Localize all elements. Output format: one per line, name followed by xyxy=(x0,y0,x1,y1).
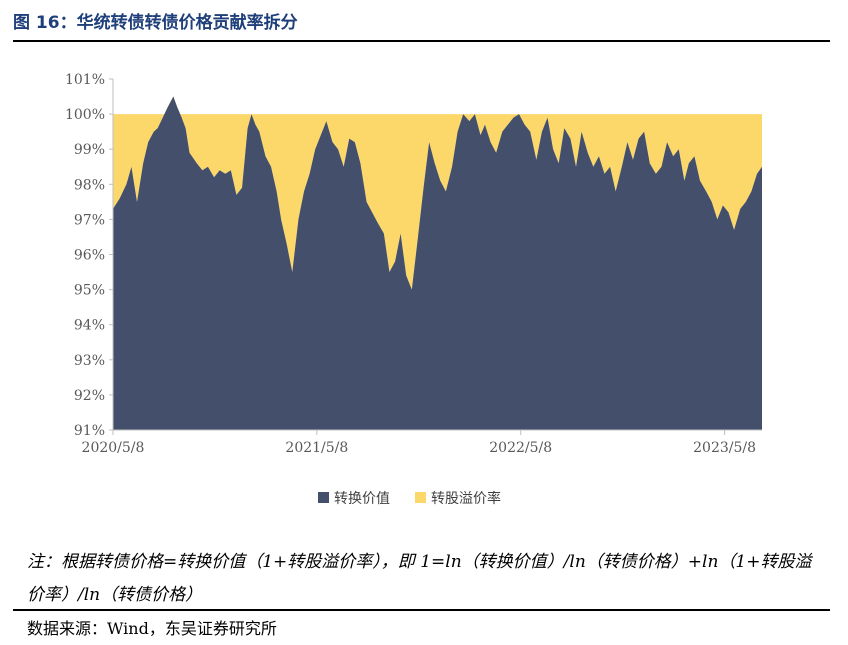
axes: 91% 92% 93% 94% 95% 96% 97% 98% 99% 100% 101% 2020/… xyxy=(65,72,762,456)
x-tick-label: 2020/5/8 xyxy=(82,440,145,456)
legend: 转换价值 转股溢价率 xyxy=(318,490,501,507)
y-tick-label: 91% xyxy=(74,423,105,439)
legend-swatch xyxy=(318,492,329,503)
y-tick-label: 100% xyxy=(65,107,105,123)
data-source: 数据来源：Wind，东吴证券研究所 xyxy=(27,619,277,638)
chart: 91% 92% 93% 94% 95% 96% 97% 98% 99% 100% 101% 2020/… xyxy=(65,72,762,507)
y-tick-label: 92% xyxy=(74,388,105,404)
bottom-divider xyxy=(13,609,830,611)
legend-label: 转换价值 xyxy=(334,490,390,507)
x-tick-label: 2023/5/8 xyxy=(693,440,756,456)
plot-area xyxy=(113,96,762,431)
legend-label: 转股溢价率 xyxy=(431,490,501,507)
y-tick-label: 99% xyxy=(74,142,105,158)
chart-note: 注：根据转债价格=转换价值（1+转股溢价率），即 1=ln（转换价值）/ln（转… xyxy=(27,552,812,605)
series-premium-area xyxy=(113,96,762,290)
x-tick-label: 2021/5/8 xyxy=(285,440,348,456)
y-tick-label: 101% xyxy=(65,72,105,88)
y-tick-label: 98% xyxy=(74,177,105,193)
legend-swatch xyxy=(415,492,426,503)
y-tick-label: 97% xyxy=(74,212,105,228)
y-tick-label: 96% xyxy=(74,248,105,264)
y-tick-label: 93% xyxy=(74,353,105,369)
y-tick-label: 94% xyxy=(74,318,105,334)
top-divider xyxy=(13,40,830,42)
x-tick-label: 2022/5/8 xyxy=(489,440,552,456)
figure-title: 图 16：华统转债转债价格贡献率拆分 xyxy=(13,13,298,33)
y-tick-label: 95% xyxy=(74,283,105,299)
series-conversion-area xyxy=(113,96,762,431)
